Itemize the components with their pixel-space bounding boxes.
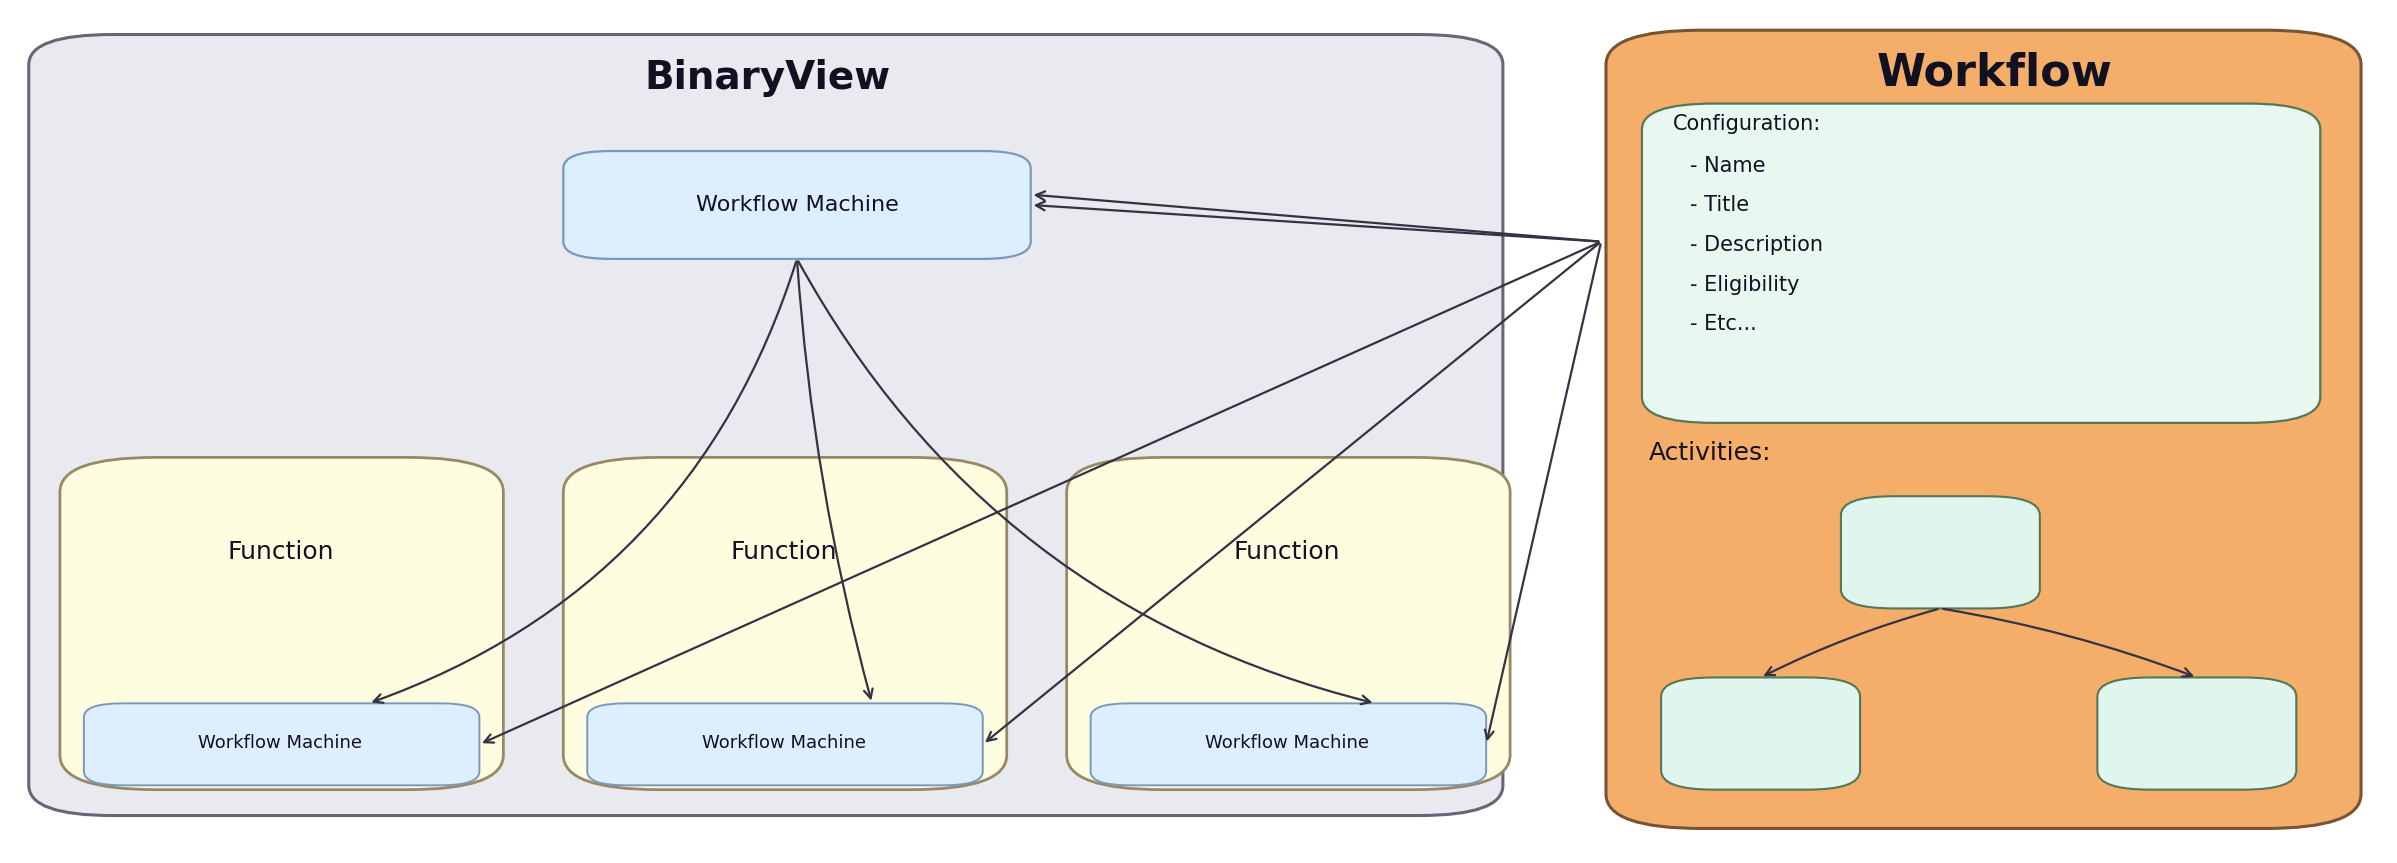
Text: Configuration:: Configuration: <box>1673 114 1822 135</box>
Text: Function: Function <box>731 540 837 564</box>
Text: Function: Function <box>1234 540 1340 564</box>
FancyBboxPatch shape <box>29 35 1503 816</box>
Text: - Title: - Title <box>1690 195 1750 216</box>
Text: Workflow Machine: Workflow Machine <box>1206 734 1369 752</box>
FancyBboxPatch shape <box>2097 677 2296 790</box>
Text: - Etc...: - Etc... <box>1690 314 1757 335</box>
Text: Workflow: Workflow <box>1877 52 2112 95</box>
Text: - Description: - Description <box>1690 235 1822 255</box>
Text: - Eligibility: - Eligibility <box>1690 274 1800 295</box>
FancyBboxPatch shape <box>1606 30 2361 828</box>
FancyBboxPatch shape <box>1661 677 1860 790</box>
FancyBboxPatch shape <box>563 457 1007 790</box>
FancyBboxPatch shape <box>60 457 503 790</box>
FancyBboxPatch shape <box>563 151 1031 259</box>
Text: - Name: - Name <box>1690 155 1764 176</box>
FancyBboxPatch shape <box>1841 496 2040 608</box>
Text: Workflow Machine: Workflow Machine <box>702 734 865 752</box>
FancyBboxPatch shape <box>587 703 983 785</box>
Text: Function: Function <box>228 540 333 564</box>
Text: Workflow Machine: Workflow Machine <box>199 734 362 752</box>
Text: Workflow Machine: Workflow Machine <box>695 195 899 215</box>
FancyBboxPatch shape <box>1091 703 1486 785</box>
Text: Activities:: Activities: <box>1649 441 1771 465</box>
FancyBboxPatch shape <box>84 703 479 785</box>
Text: BinaryView: BinaryView <box>645 59 889 97</box>
FancyBboxPatch shape <box>1642 104 2320 423</box>
FancyBboxPatch shape <box>1067 457 1510 790</box>
